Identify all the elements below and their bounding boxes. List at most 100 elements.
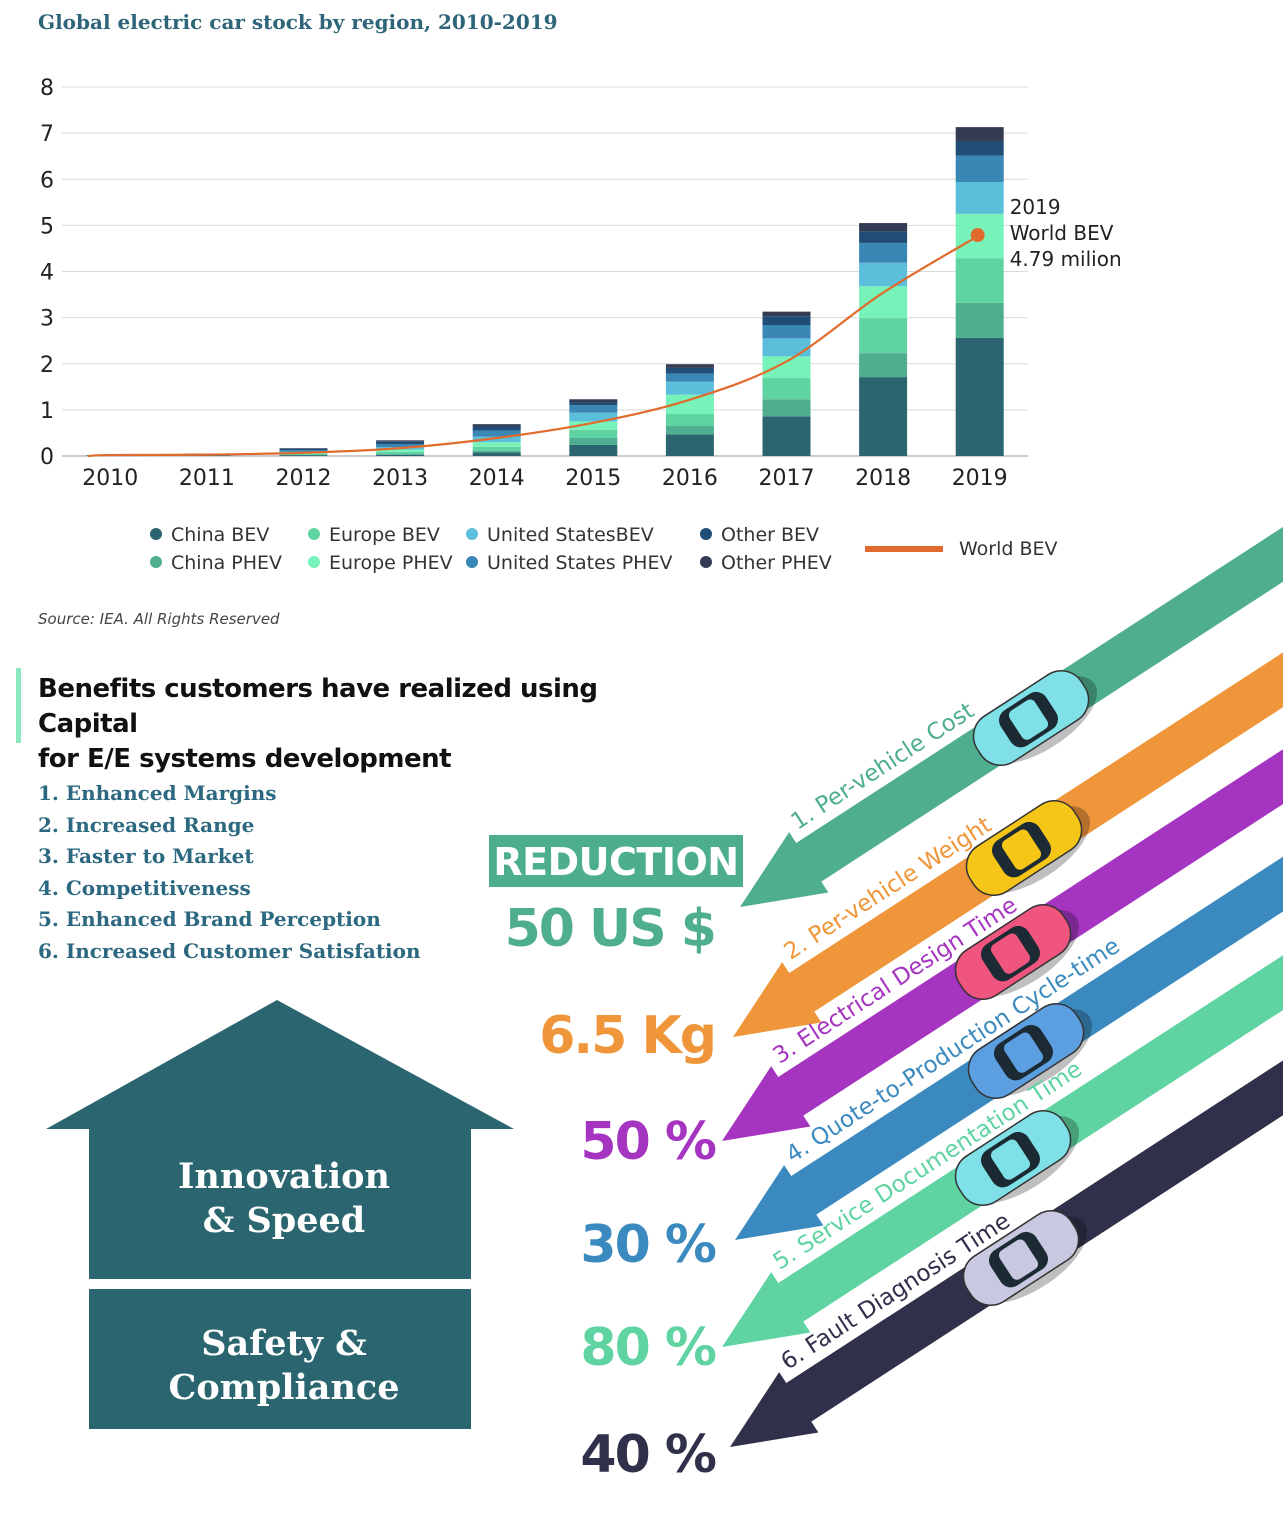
legend-swatch xyxy=(700,528,712,540)
bar-segment xyxy=(859,231,908,243)
benefits-title: Benefits customers have realized using C… xyxy=(38,674,598,774)
bar-segment xyxy=(859,242,908,263)
car-roof xyxy=(1001,829,1042,870)
bar-segment xyxy=(569,412,618,422)
house-diagram xyxy=(46,1000,514,1429)
legend-item-china-bev: China BEV xyxy=(150,524,269,546)
stacked-bar-chart: 0 1 2 3 4 5 6 7 8 2010 2011 2012 2013 2014 2015 2016 201… xyxy=(40,76,1122,491)
legend-swatch xyxy=(466,556,478,568)
legend-item-europe-phev: Europe PHEV xyxy=(308,552,453,574)
bar-segment xyxy=(762,338,811,357)
legend-item-europe-bev: Europe BEV xyxy=(308,524,440,546)
benefit-item: 2. Increased Range xyxy=(38,812,255,837)
bar-segment xyxy=(279,455,328,456)
bar-segment xyxy=(859,262,908,287)
x-tick-label: 2015 xyxy=(565,466,621,491)
bar-segment xyxy=(279,448,328,451)
x-tick-label: 2011 xyxy=(179,466,235,491)
x-tick-label: 2017 xyxy=(759,466,815,491)
legend-item-china-phev: China PHEV xyxy=(150,552,282,574)
legend-swatch xyxy=(700,556,712,568)
bar-segment xyxy=(279,450,328,452)
bar-segment xyxy=(569,421,618,430)
car-icon xyxy=(962,1210,1088,1306)
benefit-item: 4. Competitiveness xyxy=(38,875,251,900)
bar-segment xyxy=(955,182,1004,214)
car-roof xyxy=(1003,1032,1044,1073)
bar-segment xyxy=(859,318,908,354)
world-bev-annotation: 4.79 milion xyxy=(1010,247,1122,271)
bar-segment xyxy=(376,444,425,448)
x-tick-label: 2016 xyxy=(662,466,718,491)
bar-segment xyxy=(569,438,618,445)
bar-segment xyxy=(665,434,714,456)
world-bev-annotation: World BEV xyxy=(1010,221,1114,245)
bar-segment xyxy=(472,446,521,451)
chart-legend: China BEV China PHEV Europe BEV Europe P… xyxy=(150,524,1110,584)
bar-segment xyxy=(762,416,811,456)
bar-segment xyxy=(569,429,618,439)
world-bev-annotation: 2019 xyxy=(1010,195,1061,219)
bar-segment xyxy=(665,394,714,415)
bar-segment xyxy=(859,353,908,378)
legend-swatch xyxy=(308,528,320,540)
bar-segment xyxy=(955,155,1004,183)
car-icon xyxy=(972,670,1098,766)
y-tick-label: 8 xyxy=(40,76,54,101)
bar-segment xyxy=(569,402,618,406)
bar-segment xyxy=(279,453,328,456)
bar-segment xyxy=(955,258,1004,303)
legend-swatch xyxy=(150,528,162,540)
metric-diagnosis-time: 40 % xyxy=(580,1425,717,1485)
bar-segment xyxy=(955,140,1004,156)
innovation-speed-label: Innovation & Speed xyxy=(178,1156,390,1241)
x-tick-label: 2013 xyxy=(372,466,428,491)
legend-swatch xyxy=(466,528,478,540)
legend-item-other-bev: Other BEV xyxy=(700,524,819,546)
bar-segment xyxy=(955,302,1004,338)
bar-segment xyxy=(569,405,618,413)
bar-segment xyxy=(376,441,425,445)
bar-segment xyxy=(762,399,811,417)
house-base xyxy=(89,1289,471,1429)
bar-segment xyxy=(472,442,521,447)
metric-cycle-time: 30 % xyxy=(580,1215,717,1275)
car-roof xyxy=(1008,699,1049,740)
y-tick-label: 6 xyxy=(40,168,54,193)
bar-segment xyxy=(955,337,1004,456)
bar-segment xyxy=(472,450,521,453)
bar-segment xyxy=(569,444,618,456)
bar-segment xyxy=(376,440,425,442)
x-tick-label: 2014 xyxy=(469,466,525,491)
house-roof xyxy=(46,1000,514,1279)
benefit-item: 3. Faster to Market xyxy=(38,844,254,869)
car-icon xyxy=(965,800,1091,896)
y-tick-label: 7 xyxy=(40,122,54,147)
legend-item-world-bev: World BEV xyxy=(959,538,1058,560)
bar-segment xyxy=(376,454,425,456)
y-tick-label: 4 xyxy=(40,261,54,286)
legend-item-us-phev: United States PHEV xyxy=(466,552,672,574)
benefit-item: 5. Enhanced Brand Perception xyxy=(38,907,381,932)
metric-design-time: 50 % xyxy=(580,1112,717,1172)
bar-segment xyxy=(762,378,811,400)
car-roof xyxy=(990,1139,1031,1180)
legend-swatch xyxy=(150,556,162,568)
bar-segment xyxy=(472,452,521,456)
bar-segment xyxy=(665,367,714,374)
metric-weight: 6.5 Kg xyxy=(539,1006,717,1066)
bar-segment xyxy=(859,377,908,456)
chart-title: Global electric car stock by region, 201… xyxy=(38,10,558,34)
benefit-item: 6. Increased Customer Satisfation xyxy=(38,938,421,963)
car-roof xyxy=(990,933,1031,974)
world-bev-2019-point xyxy=(970,228,985,243)
bar-segment xyxy=(472,426,521,431)
car-roof xyxy=(998,1239,1039,1280)
x-tick-label: 2019 xyxy=(952,466,1008,491)
bar-segment xyxy=(376,451,425,455)
bar-segment xyxy=(665,426,714,435)
x-tick-label: 2010 xyxy=(82,466,138,491)
reduction-label: REDUCTION xyxy=(489,835,743,887)
y-tick-label: 0 xyxy=(40,445,54,470)
bar-segment xyxy=(665,381,714,395)
